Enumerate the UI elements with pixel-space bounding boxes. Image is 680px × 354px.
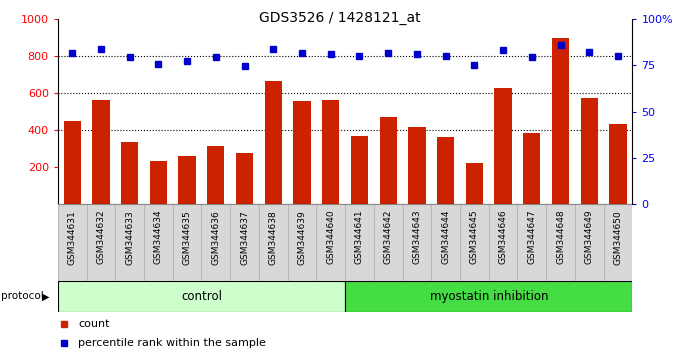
Bar	[345, 281, 632, 312]
Text: percentile rank within the sample: percentile rank within the sample	[78, 338, 266, 348]
Bar	[293, 101, 311, 204]
Bar	[150, 161, 167, 204]
Text: GSM344647: GSM344647	[528, 210, 537, 264]
Text: GSM344633: GSM344633	[125, 210, 134, 264]
Bar	[121, 142, 138, 204]
Bar	[63, 121, 81, 204]
Text: GSM344631: GSM344631	[68, 210, 77, 264]
Bar	[178, 156, 196, 204]
Bar	[236, 153, 253, 204]
Bar	[581, 98, 598, 204]
Bar	[58, 281, 345, 312]
Text: GSM344640: GSM344640	[326, 210, 335, 264]
Bar	[408, 127, 426, 204]
Text: GSM344635: GSM344635	[183, 210, 192, 264]
Text: count: count	[78, 319, 109, 329]
Text: GSM344642: GSM344642	[384, 210, 392, 264]
Bar	[523, 133, 541, 204]
Text: protocol: protocol	[1, 291, 44, 302]
Text: GSM344650: GSM344650	[613, 210, 622, 264]
Bar	[207, 145, 224, 204]
Text: GSM344648: GSM344648	[556, 210, 565, 264]
Text: GSM344646: GSM344646	[498, 210, 507, 264]
Bar	[92, 101, 109, 204]
Text: GSM344643: GSM344643	[413, 210, 422, 264]
Text: GSM344649: GSM344649	[585, 210, 594, 264]
Text: GSM344645: GSM344645	[470, 210, 479, 264]
Text: ▶: ▶	[42, 291, 50, 302]
Text: GSM344639: GSM344639	[298, 210, 307, 264]
Text: GSM344638: GSM344638	[269, 210, 277, 264]
Text: GSM344644: GSM344644	[441, 210, 450, 264]
Bar	[437, 137, 454, 204]
Text: control: control	[181, 290, 222, 303]
Text: GSM344636: GSM344636	[211, 210, 220, 264]
Text: myostatin inhibition: myostatin inhibition	[430, 290, 548, 303]
Bar	[322, 99, 339, 204]
Bar	[351, 136, 368, 204]
Text: GDS3526 / 1428121_at: GDS3526 / 1428121_at	[259, 11, 421, 25]
Text: GSM344634: GSM344634	[154, 210, 163, 264]
Bar	[609, 124, 627, 204]
Text: GSM344637: GSM344637	[240, 210, 249, 264]
Bar	[379, 117, 397, 204]
Text: GSM344632: GSM344632	[97, 210, 105, 264]
Bar	[466, 163, 483, 204]
Bar	[494, 88, 512, 204]
Bar	[552, 38, 569, 204]
Bar	[265, 81, 282, 204]
Text: GSM344641: GSM344641	[355, 210, 364, 264]
